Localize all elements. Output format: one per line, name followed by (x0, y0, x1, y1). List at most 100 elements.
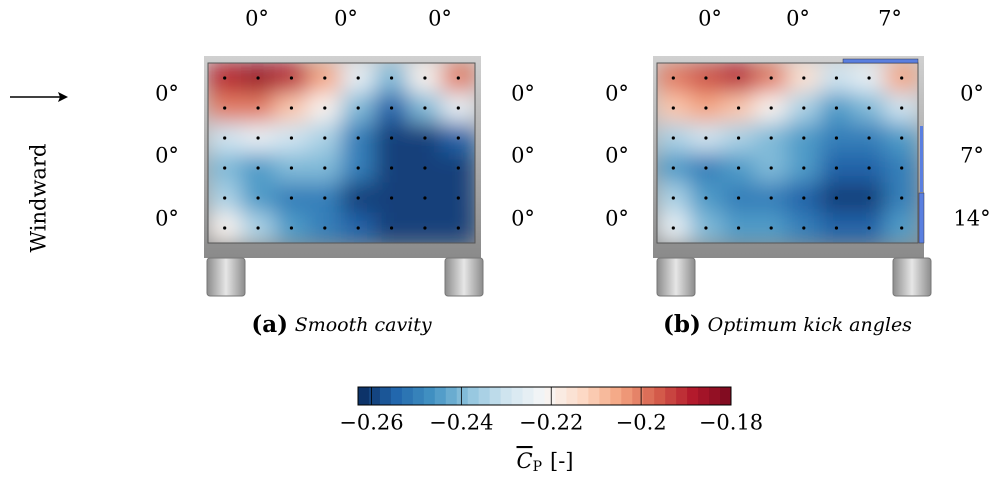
windward: Windward (10, 92, 68, 252)
pressure-tap (389, 136, 394, 140)
colorbar-step (358, 387, 370, 405)
colorbar-step (456, 387, 469, 405)
pressure-tap (456, 106, 460, 110)
left-angle: 0° (155, 144, 179, 168)
colorbar-step (379, 387, 392, 405)
pressure-tap (389, 106, 394, 110)
contour-cells (657, 63, 918, 243)
pressure-tap (423, 76, 427, 80)
pressure-tap (289, 76, 294, 80)
pressure-tap (423, 196, 427, 200)
colorbar-step (687, 387, 699, 405)
pressure-tap (289, 226, 294, 230)
colorbar-step (555, 387, 567, 405)
pressure-tap (356, 136, 360, 140)
colorbar-step (467, 387, 480, 405)
label-symbol: C (517, 449, 533, 473)
right-angle: 7° (960, 144, 984, 168)
pressure-tap (900, 196, 904, 200)
pressure-tap (456, 226, 460, 230)
right-angle: 14° (953, 207, 990, 231)
right-angle: 0° (960, 82, 984, 106)
pressure-tap (323, 166, 327, 170)
pressure-tap (289, 106, 294, 110)
pressure-tap (356, 166, 360, 170)
left-angle: 0° (605, 144, 629, 168)
pressure-tap (900, 136, 904, 140)
pressure-tap (389, 166, 394, 170)
top-angle: 0° (698, 7, 722, 31)
colorbar-step (544, 387, 556, 405)
colorbar-step (500, 387, 513, 405)
pressure-tap (867, 226, 871, 230)
colorbar-step (665, 387, 677, 405)
label-subscript: P (533, 459, 542, 475)
pressure-tap (223, 136, 227, 140)
pressure-tap (389, 226, 394, 230)
colorbar-tick-label: −0.24 (429, 411, 493, 435)
colorbar-step (577, 387, 589, 405)
pressure-tap (671, 136, 675, 140)
colorbar-step (709, 387, 721, 405)
caption-text: Smooth cavity (295, 314, 432, 336)
pressure-tap (769, 166, 773, 170)
pressure-tap (456, 196, 460, 200)
label-unit: [-] (550, 449, 573, 473)
pressure-tap (256, 136, 260, 140)
pressure-tap (769, 136, 773, 140)
colorbar-step (533, 387, 545, 405)
pressure-tap (704, 76, 708, 80)
colorbar-step (445, 387, 458, 405)
pressure-tap (223, 196, 227, 200)
pressure-tap (389, 76, 394, 80)
pressure-tap (802, 76, 806, 80)
cavity-edge (207, 62, 476, 244)
top-angle: 0° (245, 7, 269, 31)
left-angle: 0° (605, 207, 629, 231)
kick-bar (842, 58, 919, 64)
pressure-tap (736, 196, 741, 200)
pressure-tap (802, 106, 806, 110)
pressure-tap (323, 226, 327, 230)
pressure-tap (802, 166, 806, 170)
colorbar-step (654, 387, 666, 405)
pressure-tap (456, 76, 460, 80)
contour-field (208, 63, 475, 243)
colorbar-step (720, 387, 732, 405)
colorbar-step (566, 387, 578, 405)
pressure-tap (289, 196, 294, 200)
contour-field (657, 63, 918, 243)
pressure-tap (323, 136, 327, 140)
colorbar-step (698, 387, 710, 405)
pressure-tap (867, 166, 871, 170)
colorbar-step (599, 387, 611, 405)
pressure-tap (900, 106, 904, 110)
pressure-tap (867, 136, 871, 140)
pressure-tap (223, 166, 227, 170)
top-angle: 7° (878, 7, 902, 31)
caption: (a) Smooth cavity (251, 311, 432, 338)
pressure-tap (389, 196, 394, 200)
pressure-tap (834, 226, 839, 230)
colorbar-step (522, 387, 535, 405)
colorbar-step (610, 387, 622, 405)
colorbar-label: CP [-] (517, 449, 574, 476)
pressure-tap (671, 76, 675, 80)
pressure-tap (834, 76, 839, 80)
pressure-tap (802, 226, 806, 230)
right-angle: 0° (511, 207, 535, 231)
pressure-tap (704, 106, 708, 110)
pressure-tap (289, 166, 294, 170)
left-angle: 0° (155, 207, 179, 231)
colorbar: −0.26 −0.24 −0.22 −0.2 −0.18 CP [-] (339, 386, 763, 476)
pressure-tap (900, 226, 904, 230)
pressure-tap (704, 136, 708, 140)
pressure-tap (323, 196, 327, 200)
colorbar-step (489, 387, 502, 405)
colorbar-step (401, 387, 414, 405)
colorbar-tick-label: −0.22 (519, 411, 583, 435)
pressure-tap (423, 106, 427, 110)
left-angle: 0° (155, 82, 179, 106)
pressure-tap (704, 226, 708, 230)
pressure-tap (736, 226, 741, 230)
